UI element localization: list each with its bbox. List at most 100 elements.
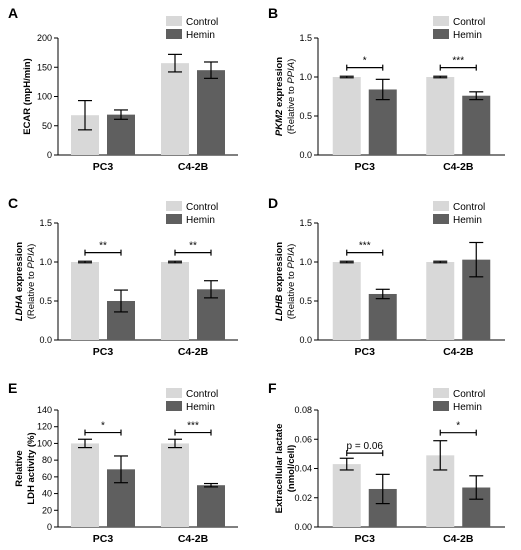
bar-control xyxy=(71,443,99,527)
legend-swatch xyxy=(433,201,449,211)
y-tick-label: 150 xyxy=(37,62,52,72)
y-axis-label-part: PPIA xyxy=(26,247,37,269)
y-tick-label: 0 xyxy=(47,150,52,160)
y-tick-label: 0.0 xyxy=(299,335,312,345)
panel-a: A 0 50 100 150 200 ECAR (mpH/min) PC3 C4-2B Contr… xyxy=(8,5,238,173)
legend-swatch xyxy=(166,16,182,26)
legend-swatch xyxy=(433,214,449,224)
y-axis-label-part: ( xyxy=(26,315,37,319)
significance-label: * xyxy=(101,421,105,432)
legend-label: Hemin xyxy=(186,402,215,413)
y-tick-label: 0.08 xyxy=(294,405,312,415)
y-axis-label-part: ECAR xyxy=(22,108,33,135)
bar-hemin xyxy=(462,95,491,155)
y-axis-label-part: to xyxy=(26,271,37,279)
bar-control xyxy=(426,77,455,155)
y-tick-label: 60 xyxy=(42,472,52,482)
y-axis-label-part: ) xyxy=(26,432,37,435)
y-axis-label-part: Relative xyxy=(286,282,297,316)
y-axis-label: Relative xyxy=(14,450,25,486)
significance-label: ** xyxy=(99,241,107,252)
y-tick-label: 1.5 xyxy=(299,218,312,228)
y-axis-label: (Relative to PPIA) xyxy=(286,59,297,135)
significance-label: * xyxy=(363,56,367,67)
legend-swatch xyxy=(433,29,449,39)
y-axis-label-part: ) xyxy=(286,445,297,448)
legend-swatch xyxy=(433,388,449,398)
y-axis-label: LDHA expression xyxy=(14,242,25,321)
significance-label: *** xyxy=(187,421,199,432)
legend-swatch xyxy=(166,388,182,398)
y-tick-label: 1.0 xyxy=(299,72,312,82)
bar-control xyxy=(426,262,455,340)
y-axis-label-part: ( xyxy=(286,130,297,134)
panel-letter: D xyxy=(268,195,278,211)
y-axis-label-part: % xyxy=(26,435,37,444)
bar-control xyxy=(332,77,361,155)
y-tick-label: 140 xyxy=(37,405,52,415)
significance-label: ** xyxy=(189,241,197,252)
y-axis-label-part: Relative xyxy=(14,450,25,486)
legend-label: Hemin xyxy=(453,215,482,226)
y-axis-label-part: ) xyxy=(286,59,297,62)
y-tick-label: 0.04 xyxy=(294,464,312,474)
y-tick-label: 0.0 xyxy=(39,335,52,345)
x-category-label: PC3 xyxy=(355,161,376,173)
y-axis-label: (Relative to PPIA) xyxy=(26,244,37,320)
x-category-label: PC3 xyxy=(355,533,376,545)
y-tick-label: 0.0 xyxy=(299,150,312,160)
panel-f: F 0.00 0.02 0.04 0.06 0.08 Extracellular lacta… xyxy=(268,380,505,545)
bar-control xyxy=(71,262,99,340)
bar-control xyxy=(161,63,189,155)
x-category-label: C4-2B xyxy=(178,533,209,545)
y-axis-label-part: ) xyxy=(286,244,297,247)
panel-letter: C xyxy=(8,195,18,211)
legend-label: Control xyxy=(186,17,218,28)
significance-label: p = 0.06 xyxy=(347,441,384,452)
legend-swatch xyxy=(433,16,449,26)
legend-label: Control xyxy=(453,389,485,400)
y-axis-label-part: mpH/min xyxy=(22,61,33,102)
panel-letter: B xyxy=(268,5,278,21)
y-axis-label-part: expression xyxy=(274,242,285,292)
legend-swatch xyxy=(433,401,449,411)
y-axis-label-part: nmol/cell xyxy=(286,448,297,489)
y-tick-label: 1.0 xyxy=(299,257,312,267)
y-axis-label-part: PKM2 xyxy=(274,109,285,136)
y-tick-label: 1.5 xyxy=(299,33,312,43)
y-axis-label: (Relative to PPIA) xyxy=(286,244,297,320)
y-axis-label-part: LDH xyxy=(26,485,37,505)
x-category-label: C4-2B xyxy=(443,533,474,545)
x-category-label: C4-2B xyxy=(178,346,209,358)
y-axis-label-part: LDHA xyxy=(14,295,25,322)
y-tick-label: 0.5 xyxy=(299,296,312,306)
legend-swatch xyxy=(166,214,182,224)
y-axis-label: LDHB expression xyxy=(274,242,285,321)
y-tick-label: 0.06 xyxy=(294,434,312,444)
legend-label: Control xyxy=(186,389,218,400)
bar-hemin xyxy=(368,293,397,340)
legend-label: Control xyxy=(453,202,485,213)
y-tick-label: 40 xyxy=(42,489,52,499)
y-axis-label-part: lactate xyxy=(274,424,285,454)
bar-hemin xyxy=(197,485,225,527)
y-axis-label-part: PPIA xyxy=(286,62,297,84)
x-category-label: PC3 xyxy=(355,346,376,358)
bar-hemin xyxy=(368,89,397,155)
x-category-label: C4-2B xyxy=(443,346,474,358)
panel-letter: A xyxy=(8,5,18,21)
y-axis-label: LDH activity (%) xyxy=(26,432,37,504)
legend-label: Control xyxy=(453,17,485,28)
y-tick-label: 100 xyxy=(37,438,52,448)
y-axis-label-part: ( xyxy=(22,101,33,105)
bar-control xyxy=(332,262,361,340)
y-axis-label: Extracellular lactate xyxy=(274,424,285,514)
y-tick-label: 20 xyxy=(42,505,52,515)
y-axis-label-part: ( xyxy=(26,443,37,447)
y-axis-label-part: ( xyxy=(286,315,297,319)
y-tick-label: 0.5 xyxy=(299,111,312,121)
